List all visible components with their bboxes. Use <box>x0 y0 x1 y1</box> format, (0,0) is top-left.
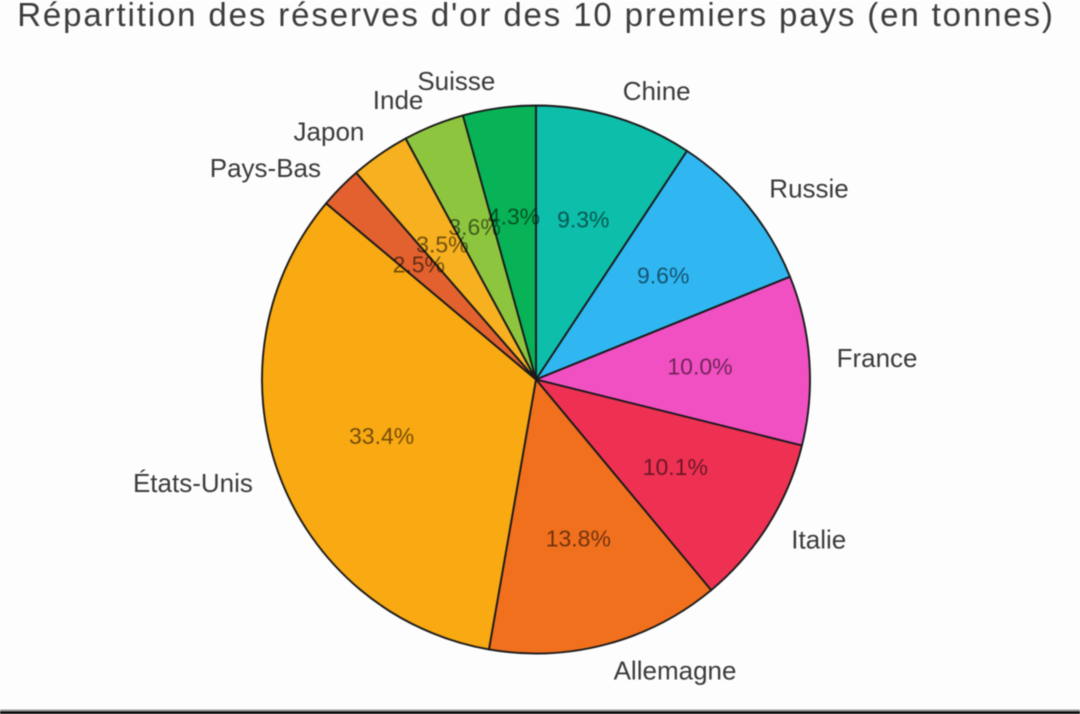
svg-text:2.5%: 2.5% <box>393 251 445 277</box>
svg-text:3.6%: 3.6% <box>448 214 500 240</box>
svg-text:Japon: Japon <box>294 117 365 147</box>
svg-text:33.4%: 33.4% <box>349 423 414 449</box>
svg-text:9.3%: 9.3% <box>557 207 609 233</box>
svg-text:Italie: Italie <box>791 525 846 555</box>
svg-text:Pays-Bas: Pays-Bas <box>210 153 321 183</box>
svg-text:États-Unis: États-Unis <box>133 468 253 498</box>
svg-text:13.8%: 13.8% <box>546 525 611 551</box>
svg-text:9.6%: 9.6% <box>637 262 689 288</box>
svg-text:4.3%: 4.3% <box>488 204 540 230</box>
svg-text:France: France <box>837 343 918 373</box>
svg-text:10.0%: 10.0% <box>667 354 732 380</box>
svg-text:Suisse: Suisse <box>417 66 495 96</box>
svg-text:Allemagne: Allemagne <box>614 656 737 686</box>
svg-text:Inde: Inde <box>373 85 424 115</box>
svg-text:3.5%: 3.5% <box>416 231 468 257</box>
svg-text:Russie: Russie <box>769 174 848 204</box>
svg-text:Chine: Chine <box>623 76 691 106</box>
svg-text:10.1%: 10.1% <box>643 454 708 480</box>
svg-text:Répartition des réserves d'or: Répartition des réserves d'or des 10 pre… <box>17 0 1055 33</box>
